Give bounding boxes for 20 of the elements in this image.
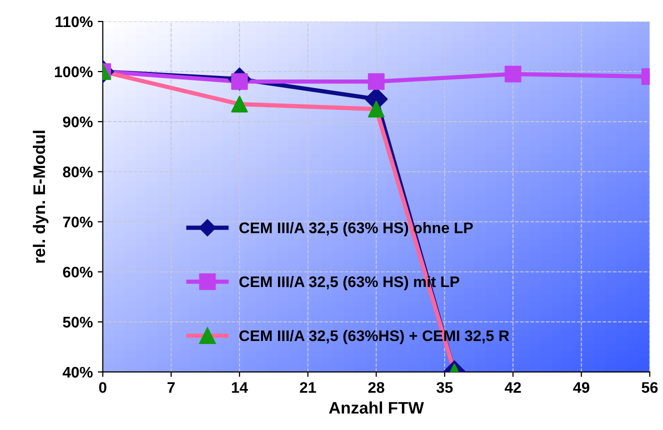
x-axis-title: Anzahl FTW (328, 401, 424, 414)
y-tick-label: 50% (62, 316, 93, 328)
x-tick-label: 42 (504, 382, 521, 393)
y-tick-label: 40% (62, 366, 93, 378)
x-tick-label: 35 (436, 382, 453, 393)
y-tick-label: 100% (54, 66, 93, 78)
x-tick-label: 7 (168, 382, 175, 393)
y-axis-title: rel. dyn. E-Modul (32, 130, 48, 263)
x-tick-label: 49 (573, 382, 590, 393)
y-tick-label: 110% (56, 16, 93, 28)
y-tick-label: 70% (63, 216, 93, 228)
y-tick-label: 60% (63, 266, 93, 278)
y-tick-label: 80% (62, 166, 93, 178)
x-tick-label: 28 (368, 382, 384, 393)
x-tick-label: 14 (232, 382, 248, 393)
x-tick-label: 21 (300, 382, 316, 393)
legend-label: CEM III/A 32,5 (63% HS) mit LP (239, 276, 460, 290)
x-tick-label: 56 (642, 382, 658, 393)
y-tick-label: 90% (62, 116, 93, 128)
x-tick-label: 0 (99, 382, 106, 393)
